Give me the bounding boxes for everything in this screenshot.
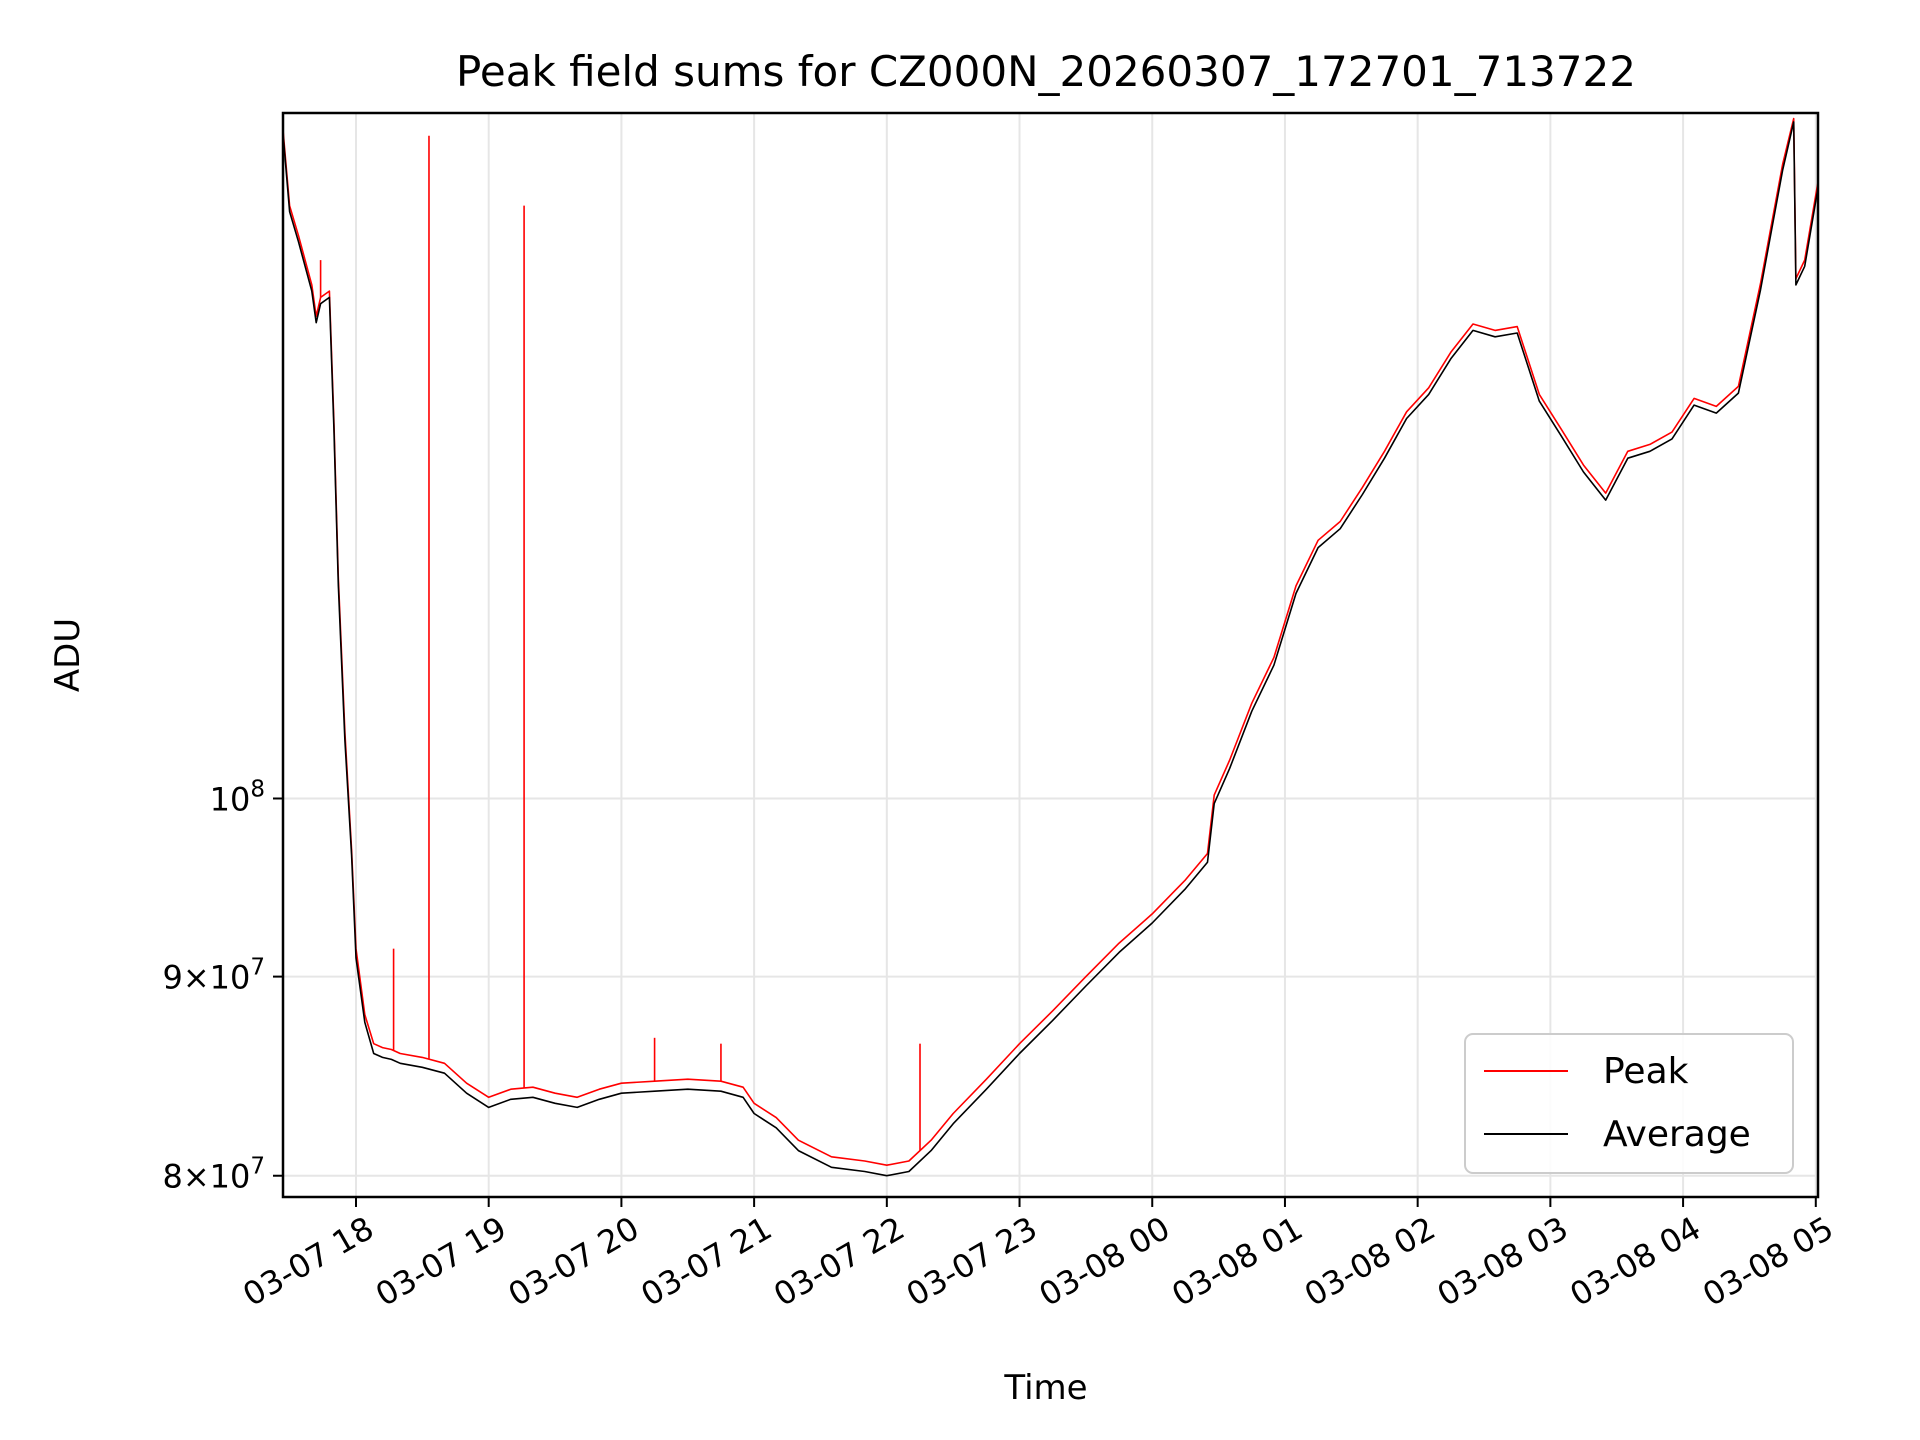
legend-frame	[1464, 1033, 1794, 1174]
series-layer	[282, 117, 1819, 1177]
grid-layer	[283, 113, 1818, 1197]
legend: Peak Average	[1464, 1033, 1794, 1174]
y-tick-label: 108	[210, 776, 265, 818]
legend-label-peak: Peak	[1603, 1051, 1689, 1092]
y-axis: 8×107 9×107 108	[162, 776, 283, 1196]
series-line-peak	[282, 117, 1819, 1166]
series-line-average	[282, 121, 1819, 1177]
chart-title: Peak field sums for CZ000N_20260307_1727…	[456, 47, 1636, 96]
y-tick-label: 8×107	[162, 1154, 265, 1196]
x-axis-label: Time	[1003, 1368, 1087, 1408]
legend-label-average: Average	[1603, 1114, 1751, 1155]
y-tick-label: 9×107	[162, 955, 265, 997]
plot-frame	[281, 111, 1820, 1199]
y-axis-label: ADU	[48, 618, 88, 692]
